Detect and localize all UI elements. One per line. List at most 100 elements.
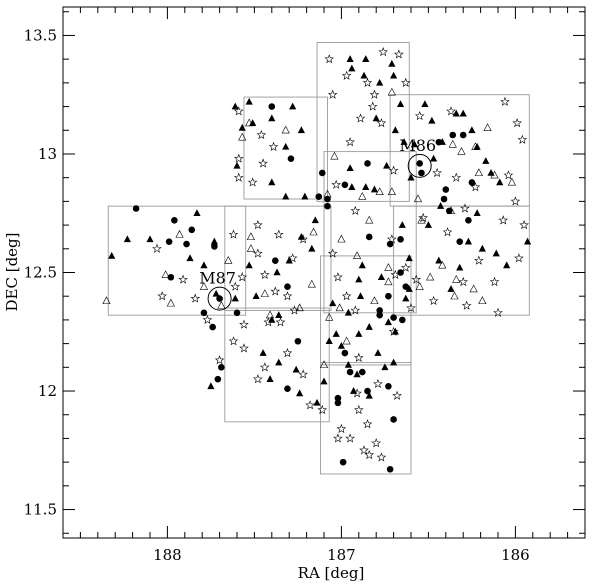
data-point-filled-circle [465, 217, 472, 224]
data-point-filled-triangle [482, 157, 490, 164]
data-point-filled-circle [402, 283, 410, 291]
data-point-filled-triangle [297, 126, 305, 134]
field-rect-10 [320, 362, 412, 475]
data-point-filled-triangle [301, 192, 309, 200]
data-point-open-triangle [415, 282, 424, 290]
data-point-filled-triangle [388, 59, 396, 67]
data-point-open-triangle [450, 291, 459, 300]
data-point-open-star [282, 291, 293, 301]
data-point-filled-triangle [436, 202, 445, 209]
data-point-open-triangle [330, 151, 339, 160]
data-point-open-triangle [245, 118, 254, 127]
data-point-filled-triangle [523, 237, 532, 245]
data-point-open-triangle [295, 303, 304, 312]
data-point-filled-triangle [355, 330, 363, 337]
y-axis-label: DEC [deg] [3, 232, 21, 311]
data-point-open-star [503, 170, 514, 180]
data-point-open-star [233, 153, 244, 163]
data-point-filled-triangle [396, 100, 405, 107]
data-point-open-star [373, 378, 383, 389]
data-point-open-star [432, 167, 442, 178]
data-point-filled-triangle [252, 292, 260, 300]
data-point-open-star [510, 196, 521, 206]
data-point-open-triangle [471, 142, 480, 150]
data-point-filled-triangle [233, 161, 241, 169]
data-point-open-star [442, 227, 453, 237]
data-point-filled-triangle [365, 391, 373, 399]
data-point-filled-triangle [249, 119, 257, 126]
data-point-filled-circle [324, 202, 331, 210]
data-point-open-star [327, 248, 338, 258]
data-point-open-star [371, 438, 382, 448]
data-point-filled-triangle [410, 140, 419, 148]
data-point-open-star [298, 369, 308, 379]
data-point-filled-triangle [503, 261, 511, 269]
data-point-open-triangle [438, 260, 447, 269]
data-point-filled-circle [442, 186, 450, 193]
data-point-open-star [400, 262, 411, 272]
data-point-open-star [388, 326, 399, 336]
data-point-open-star [498, 215, 509, 225]
data-point-open-star [152, 243, 162, 253]
data-point-filled-triangle [468, 126, 476, 134]
data-point-filled-triangle [360, 71, 368, 79]
data-point-open-star [256, 129, 267, 140]
data-point-open-triangle [224, 256, 233, 264]
data-point-open-triangle [246, 232, 256, 241]
data-point-filled-triangle [210, 237, 218, 245]
data-point-open-star [353, 404, 364, 415]
data-point-open-triangle [474, 168, 483, 177]
data-point-filled-circle [376, 307, 383, 314]
galaxy-label-m86: M86 [399, 136, 436, 155]
data-point-filled-circle [440, 195, 448, 203]
data-point-filled-triangle [381, 363, 389, 371]
data-point-filled-triangle [405, 254, 413, 262]
data-point-open-star [233, 106, 244, 116]
data-point-open-star [253, 374, 263, 384]
data-point-open-star [275, 317, 286, 327]
data-point-filled-triangle [487, 168, 495, 176]
data-point-open-star [157, 291, 167, 301]
data-point-open-star [411, 274, 422, 284]
data-point-open-triangle [452, 274, 461, 283]
data-point-open-star [214, 355, 225, 365]
data-point-filled-triangle [424, 221, 432, 228]
data-point-open-star [324, 54, 335, 64]
data-point-open-star [376, 452, 387, 462]
data-point-open-star [364, 449, 375, 460]
data-point-filled-circle [209, 323, 216, 331]
data-point-filled-triangle [370, 185, 379, 193]
galaxy-label-m87: M87 [199, 269, 236, 288]
data-point-open-triangle [281, 125, 290, 134]
data-point-filled-triangle [325, 337, 333, 345]
data-point-open-triangle [342, 336, 351, 345]
data-point-open-triangle [387, 187, 396, 196]
data-point-open-triangle [260, 289, 269, 297]
data-point-filled-circle [385, 382, 392, 390]
data-point-open-triangle [483, 123, 492, 131]
data-point-filled-triangle [365, 323, 373, 330]
data-point-filled-triangle [459, 109, 467, 117]
data-point-open-triangle [352, 251, 362, 260]
y-tick-label: 13 [38, 145, 57, 163]
data-point-filled-triangle [391, 327, 399, 335]
data-point-open-triangle [375, 187, 384, 196]
data-point-filled-triangle [146, 235, 154, 243]
data-point-filled-circle [339, 458, 347, 466]
data-point-open-triangle [384, 263, 393, 271]
data-point-filled-triangle [123, 235, 131, 243]
data-point-open-star [341, 70, 352, 80]
data-point-open-triangle [199, 282, 209, 290]
data-point-open-star [333, 272, 343, 282]
data-point-open-triangle [307, 279, 316, 288]
data-point-open-star [355, 113, 366, 123]
data-point-filled-circle [390, 416, 397, 423]
data-point-open-star [362, 77, 373, 87]
data-point-filled-triangle [275, 311, 283, 318]
data-point-open-star [336, 423, 347, 434]
data-point-filled-circle [386, 240, 394, 248]
data-point-filled-triangle [231, 102, 239, 110]
data-point-open-star [394, 49, 404, 59]
y-tick-label: 12 [38, 382, 57, 400]
